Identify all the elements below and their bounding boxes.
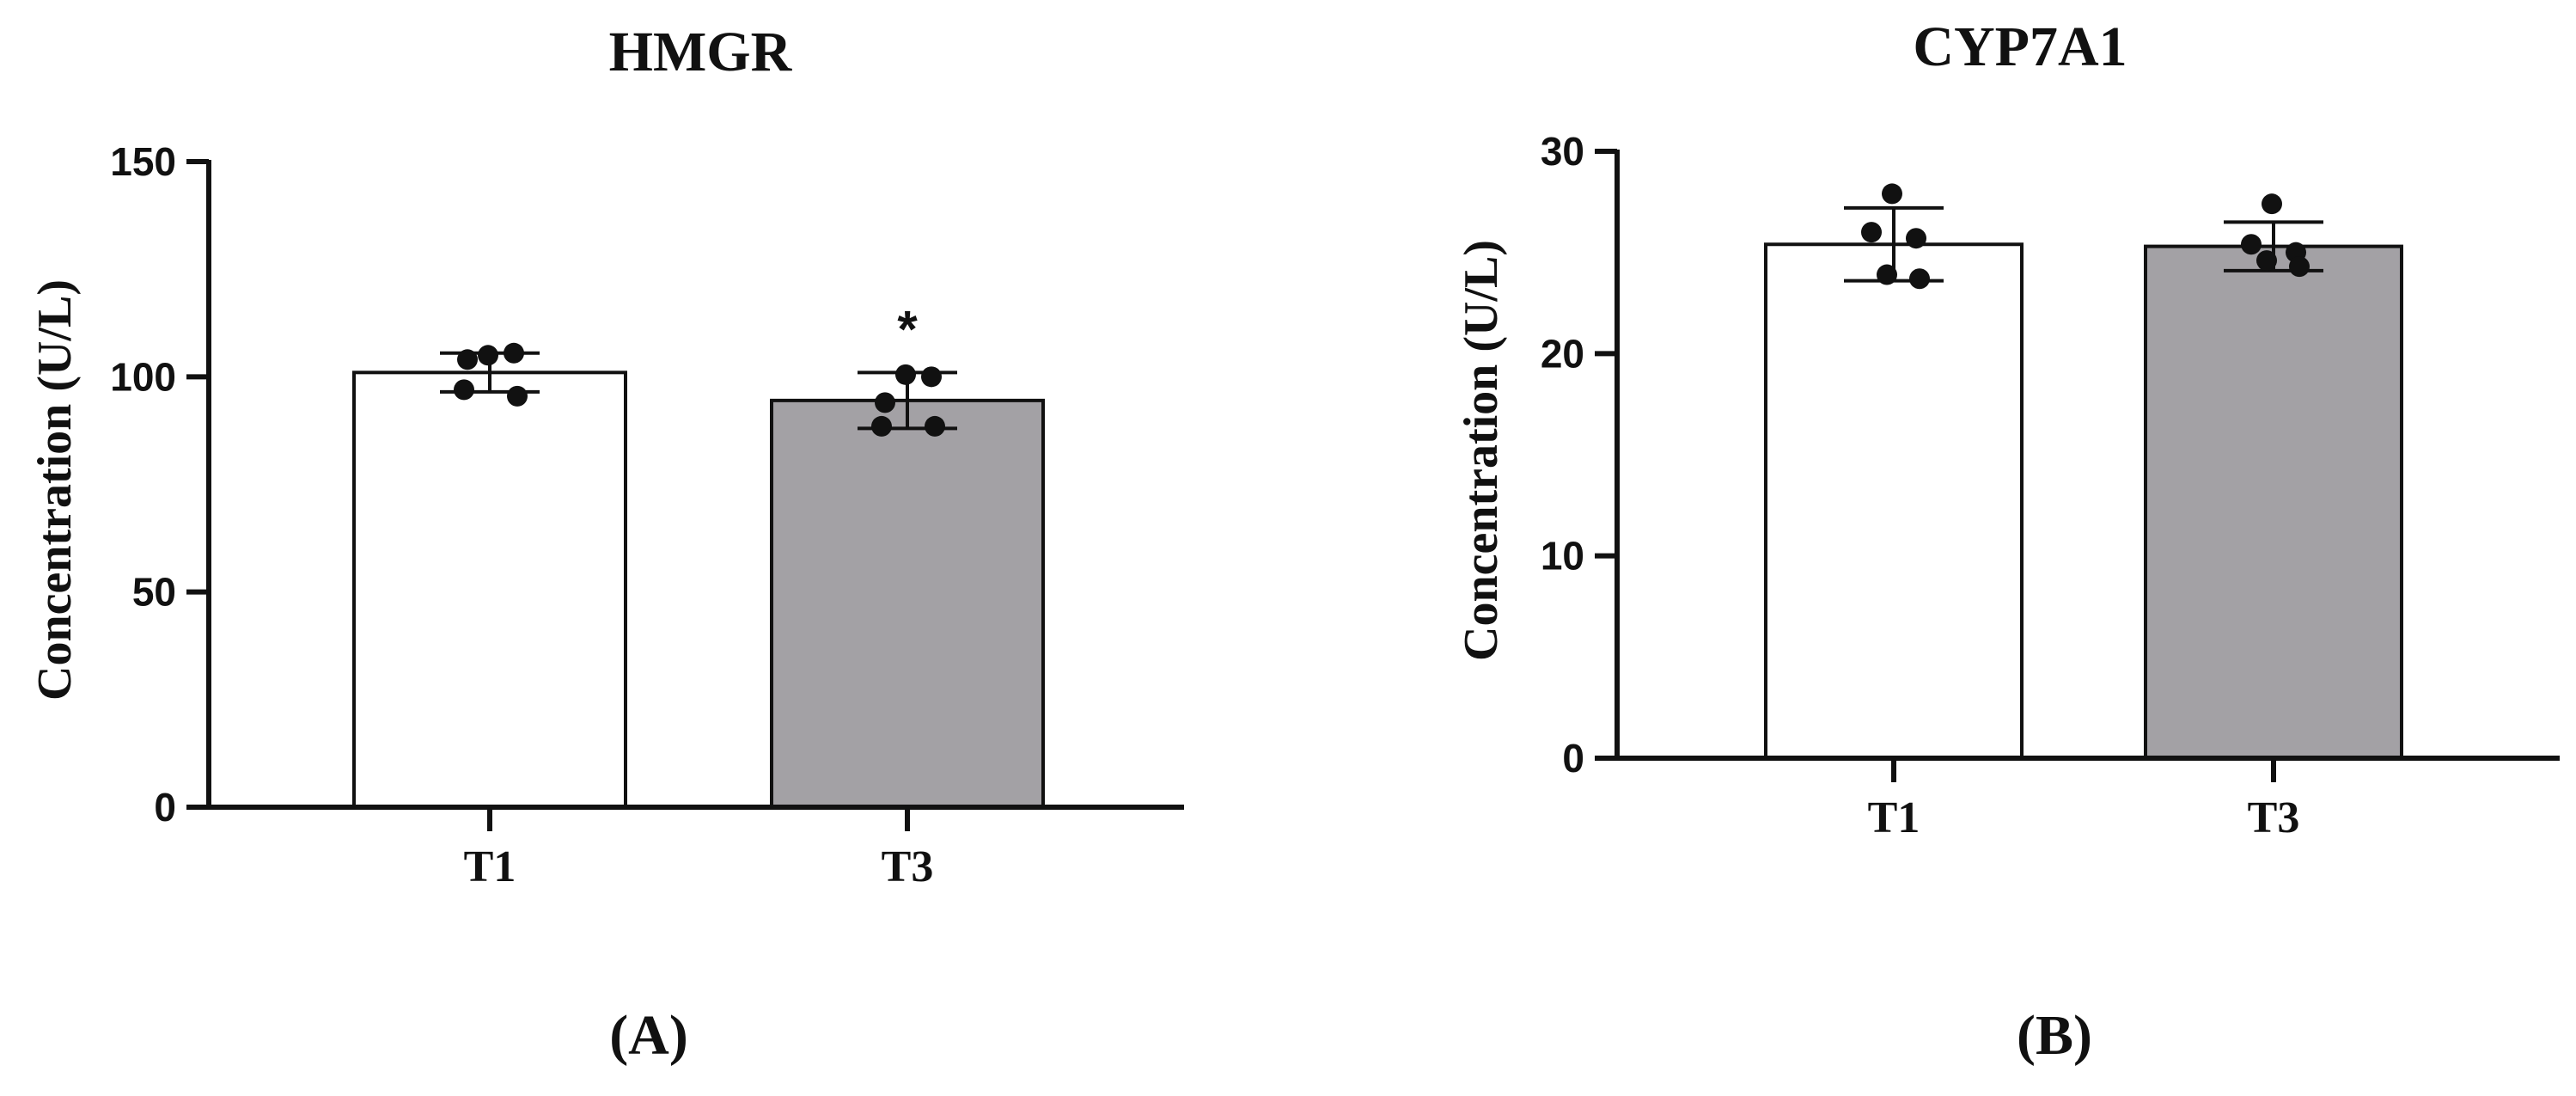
x-tick-label: T1: [464, 842, 516, 891]
data-point: [1882, 183, 1902, 205]
y-tick-label: 0: [1562, 736, 1584, 781]
chart-hmgr-svg: HMGR Concentration (U/L) (A) 0 50 100 150 T1…: [28, 21, 1184, 1067]
data-point: [895, 364, 916, 385]
x-tick-label: T3: [882, 842, 934, 891]
data-point: [921, 366, 942, 388]
y-tick-label: 0: [154, 785, 176, 830]
data-point: [2241, 234, 2262, 255]
x-tick-label: T1: [1868, 793, 1920, 842]
chart-title: HMGR: [609, 21, 793, 83]
plot-area: 0 50 100 150 T1 T3 *: [110, 139, 1184, 891]
data-point: [457, 349, 478, 370]
bar: [352, 370, 627, 809]
y-tick-label: 10: [1541, 534, 1584, 579]
data-point: [925, 415, 945, 437]
chart-cyp7a1: CYP7A1 Concentration (U/L) (B) 0 10 20 30 T1…: [1288, 0, 2576, 1096]
data-point: [454, 379, 474, 401]
chart-hmgr: HMGR Concentration (U/L) (A) 0 50 100 150 T1…: [28, 21, 1184, 1067]
chart-cyp7a1-svg: CYP7A1 Concentration (U/L) (B) 0 10 20 30 T1…: [1455, 15, 2560, 1067]
chart-title: CYP7A1: [1913, 15, 2127, 78]
significance-marker: *: [897, 300, 918, 358]
panel-label: (A): [609, 1004, 688, 1067]
data-point: [871, 415, 892, 437]
data-point: [504, 342, 524, 364]
plot-area: 0 10 20 30 T1 T3: [1541, 129, 2560, 842]
data-point: [478, 345, 498, 366]
data-point: [1909, 268, 1930, 290]
y-tick-label: 20: [1541, 331, 1584, 376]
data-point: [2262, 193, 2282, 215]
bar: [2144, 244, 2403, 760]
y-tick-label: 50: [132, 570, 176, 615]
data-point: [507, 385, 528, 407]
data-point: [1906, 228, 1926, 249]
data-point: [875, 392, 895, 413]
y-axis-label: Concentration (U/L): [28, 279, 82, 701]
data-point: [1877, 264, 1897, 285]
x-tick-label: T3: [2248, 793, 2300, 842]
y-axis-label: Concentration (U/L): [1455, 240, 1508, 661]
panel-label: (B): [2017, 1004, 2092, 1067]
y-tick-label: 100: [110, 354, 176, 399]
y-tick-label: 30: [1541, 129, 1584, 174]
y-tick-label: 150: [110, 139, 176, 184]
data-point: [2289, 256, 2310, 278]
bar: [1764, 242, 2024, 760]
data-point: [2256, 250, 2277, 272]
data-point: [1861, 222, 1882, 243]
bar: [770, 398, 1045, 809]
